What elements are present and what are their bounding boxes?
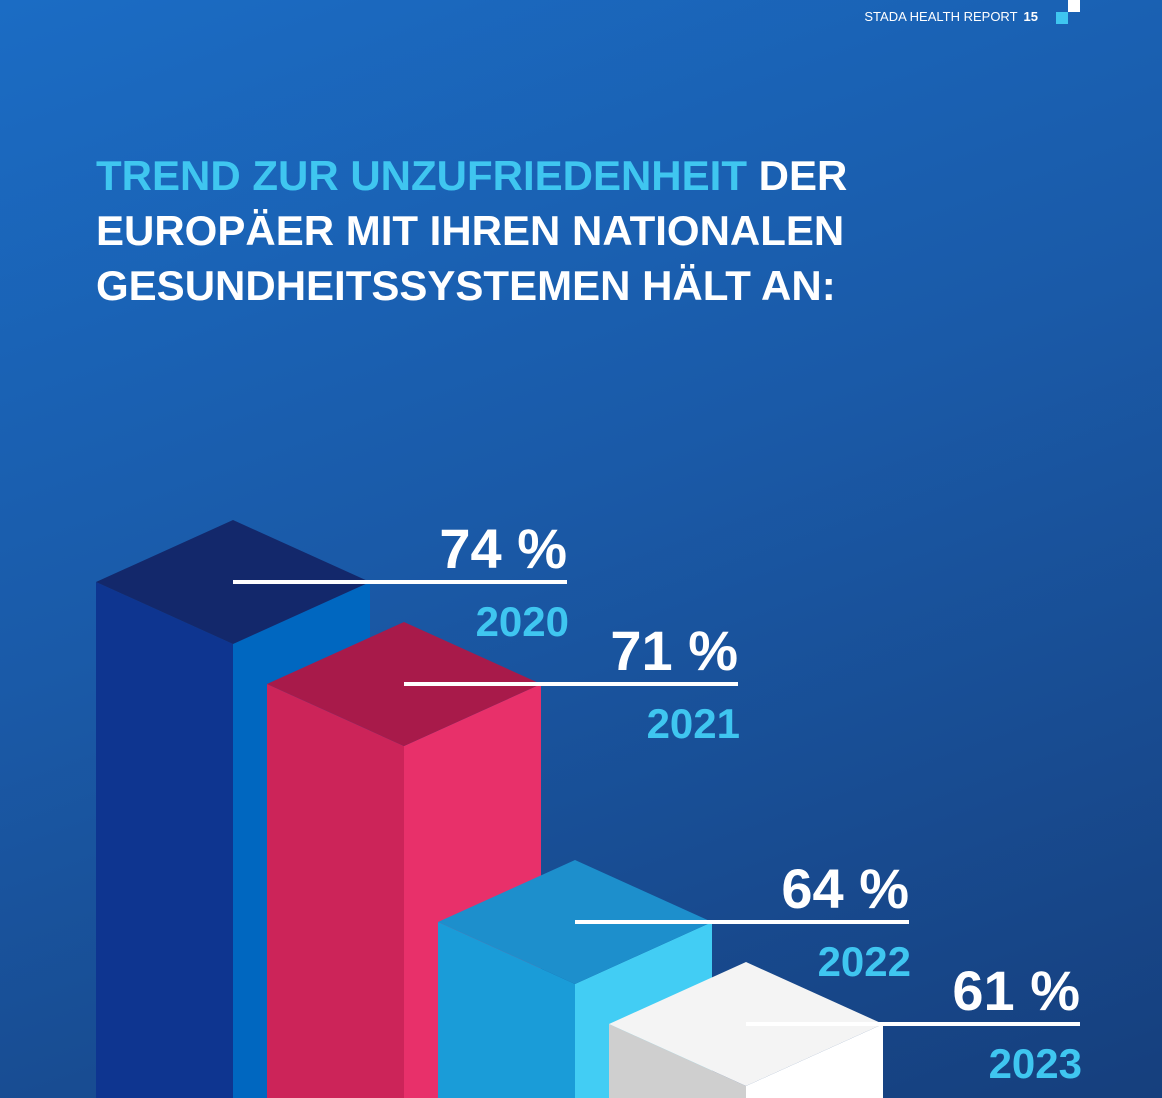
chart-title: TREND ZUR UNZUFRIEDENHEIT DER EUROPÄER M… xyxy=(96,148,956,313)
category-label: 2020 xyxy=(476,598,569,645)
value-label: 74 % xyxy=(439,517,567,580)
category-label: 2022 xyxy=(818,938,911,985)
category-label: 2021 xyxy=(647,700,740,747)
bar-right-face xyxy=(746,1024,883,1098)
decor-square xyxy=(1056,12,1068,24)
bar-left-face xyxy=(438,922,575,1098)
title-highlight: TREND ZUR UNZUFRIEDENHEIT xyxy=(96,152,747,199)
report-name: STADA HEALTH REPORT xyxy=(864,9,1018,24)
bar-left-face xyxy=(267,684,404,1098)
category-label: 2023 xyxy=(989,1040,1082,1087)
bar-left-face xyxy=(96,582,233,1098)
bar-left-face xyxy=(609,1024,746,1098)
value-label: 64 % xyxy=(781,857,909,920)
title-rest: DER EUROPÄER MIT IHREN NATIONALEN GESUND… xyxy=(96,152,848,309)
value-label: 71 % xyxy=(610,619,738,682)
page-number: 15 xyxy=(1023,9,1038,24)
header: STADA HEALTH REPORT 15 xyxy=(864,9,1038,24)
decor-square xyxy=(1068,0,1080,12)
value-label: 61 % xyxy=(952,959,1080,1022)
